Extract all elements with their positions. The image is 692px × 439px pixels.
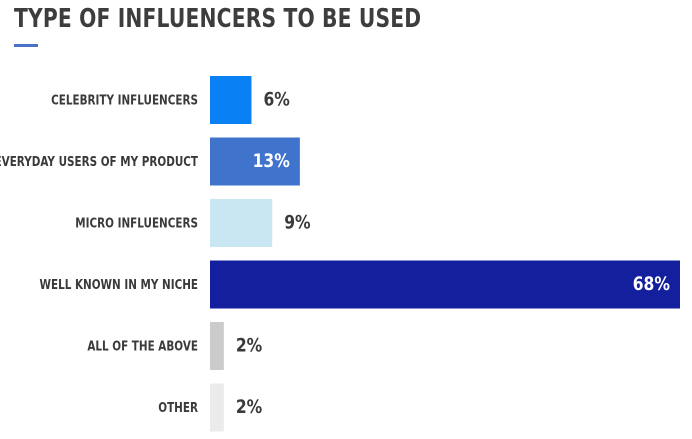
category-label-2: MICRO INFLUENCERS	[75, 215, 198, 230]
bar-2	[210, 199, 273, 247]
chart-title: TYPE OF INFLUENCERS TO BE USED	[14, 4, 422, 34]
value-label-5: 2%	[236, 397, 262, 419]
category-label-4: ALL OF THE ABOVE	[87, 338, 198, 353]
value-label-1: 13%	[253, 151, 290, 173]
category-label-0: CELEBRITY INFLUENCERS	[51, 92, 198, 107]
category-label-5: OTHER	[158, 400, 198, 415]
category-label-1: EVERYDAY USERS OF MY PRODUCT	[0, 154, 198, 169]
bar-5	[210, 383, 224, 432]
title-underline	[14, 44, 38, 47]
bar-4	[210, 322, 224, 370]
bar-1	[210, 137, 300, 186]
value-label-2: 9%	[284, 212, 310, 234]
value-label-4: 2%	[236, 335, 262, 357]
value-label-0: 6%	[263, 89, 289, 111]
bar-3	[210, 260, 680, 309]
category-label-3: WELL KNOWN IN MY NICHE	[40, 277, 198, 292]
bar-0	[210, 76, 252, 124]
value-label-3: 68%	[633, 274, 670, 296]
